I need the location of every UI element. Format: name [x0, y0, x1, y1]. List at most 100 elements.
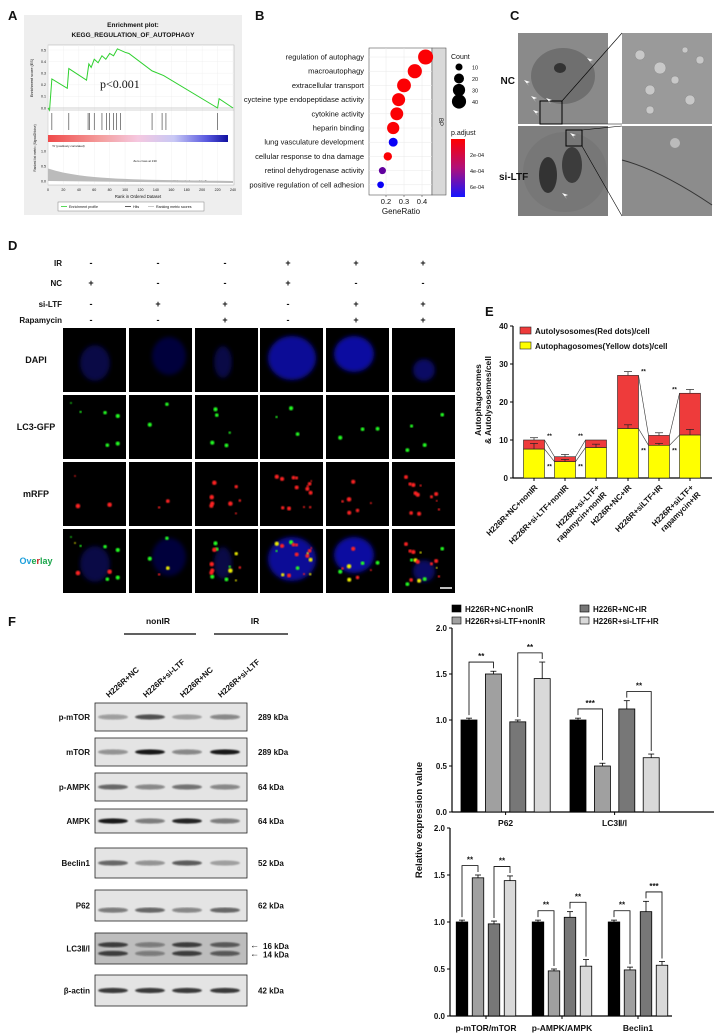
tem-nucleolus — [554, 63, 566, 73]
significance-bracket — [537, 910, 555, 966]
lane-label: H226R+NC — [104, 665, 141, 699]
micrograph-lc3-gfp — [63, 395, 126, 459]
rfp-puncta — [341, 500, 344, 503]
rfp-puncta — [107, 569, 112, 575]
panel-label-d: D — [8, 238, 17, 253]
image-background — [195, 395, 258, 459]
y-tick-label: 0.5 — [434, 965, 446, 974]
condition-value: + — [222, 299, 227, 309]
protein-band — [98, 907, 128, 913]
blot-membrane — [94, 932, 248, 965]
gfp-puncta — [105, 577, 110, 581]
protein-band — [172, 907, 202, 913]
autophagic-vacuole — [681, 46, 689, 54]
y-tick-label: 1.0 — [434, 918, 446, 927]
gfp-puncta — [103, 410, 107, 415]
rfp-puncta — [369, 502, 372, 505]
bar — [484, 673, 502, 813]
condition-value: - — [422, 278, 425, 288]
condition-label: Rapamycin — [19, 316, 62, 325]
x-tick-label: 60 — [92, 188, 96, 192]
category-label: macroautophagy — [308, 67, 364, 76]
rfp-puncta — [434, 492, 439, 496]
y-tick-label: 40 — [499, 322, 508, 331]
y-tick-label: 0.5 — [436, 762, 448, 771]
condition-value: - — [224, 258, 227, 268]
gfp-puncta — [409, 424, 414, 428]
rank-color-bar — [48, 135, 228, 142]
gsea-title-line1: Enrichment plot: — [107, 22, 159, 29]
y-tick-label: 1.0 — [436, 716, 448, 725]
rfp-puncta — [228, 501, 233, 506]
zoom-box — [565, 129, 583, 147]
micrograph-lc3-gfp — [260, 395, 323, 459]
zoom-line — [581, 145, 623, 217]
arrow-icon — [587, 58, 593, 64]
rfp-puncta — [74, 542, 76, 544]
gfp-puncta — [440, 546, 445, 551]
condition-value: - — [90, 258, 93, 268]
y-axis-label: & Autolysosomes/cell — [483, 356, 493, 444]
rfp-puncta — [404, 475, 408, 479]
condition-value: - — [157, 315, 160, 325]
panel-label-c: C — [510, 8, 520, 23]
category-label: lung vasculature development — [264, 138, 365, 147]
rfp-puncta — [209, 561, 215, 567]
metric-y-tick: 1.0 — [41, 149, 46, 153]
rfp-puncta — [404, 542, 408, 546]
gfp-puncta — [405, 582, 410, 587]
condition-value: - — [90, 299, 93, 309]
overlay-label-segment: r — [37, 556, 41, 566]
bar-autophagosomes — [585, 447, 607, 479]
significance-label: ** — [641, 448, 646, 454]
gfp-puncta — [165, 402, 169, 406]
x-tick-label: 200 — [199, 188, 205, 192]
rfp-puncta — [306, 552, 309, 555]
gsea-title-line2: KEGG_REGULATION_OF_AUTOPHAGY — [72, 32, 196, 39]
rfp-puncta — [310, 480, 313, 482]
y-tick-label: 30 — [499, 360, 508, 369]
legend-label: H226R+si-LTF+nonIR — [465, 617, 546, 626]
rfp-puncta — [308, 490, 313, 495]
gsea-plot-area — [47, 44, 235, 186]
gfp-puncta — [105, 443, 110, 447]
y-tick-label: 0.2 — [41, 83, 46, 87]
overlay-label-segment: Ov — [19, 556, 31, 566]
bar-autophagosomes — [523, 448, 545, 479]
bar-autophagosomes — [617, 428, 639, 479]
y-tick-label: 0 — [504, 474, 509, 483]
puncta-stacked-bar-chart: 0 10 20 30 40 Autophagosomes & Autolysosomes/c… — [473, 322, 712, 546]
rfp-puncta — [281, 506, 285, 510]
rfp-puncta — [411, 482, 416, 488]
image-background — [326, 395, 389, 459]
tem-nucleus — [562, 147, 582, 183]
gfp-puncta — [338, 435, 343, 440]
protein-band — [135, 860, 165, 866]
gfp-puncta — [213, 407, 218, 412]
y-axis-label: Relative expression value — [414, 762, 425, 878]
legend-swatch — [579, 604, 590, 613]
bar — [487, 923, 501, 1017]
count-legend-label: 20 — [472, 77, 478, 83]
x-tick-label: 40 — [77, 188, 81, 192]
trend-line — [669, 393, 680, 436]
molecular-weight-label: 64 kDa — [258, 817, 284, 826]
arrow-icon — [533, 110, 539, 116]
category-label: cellular response to dna damage — [255, 152, 364, 161]
rfp-puncta — [74, 475, 76, 477]
protein-label: p-AMPK — [59, 783, 90, 792]
x-tick-label: 0.4 — [417, 197, 427, 206]
significance-label: ** — [467, 856, 474, 865]
channel-label: LC3-GFP — [17, 422, 56, 432]
significance-label: ** — [499, 857, 506, 866]
significance-bracket — [613, 910, 631, 965]
metric-y-tick: 0.0 — [41, 179, 46, 183]
x-category-label: LC3Ⅱ/Ⅰ — [602, 818, 627, 828]
legend-label: Ranking metric scores — [156, 205, 192, 209]
significance-bracket — [493, 866, 511, 919]
arrow-icon: ← — [250, 940, 259, 950]
molecular-weight-label: 16 kDa — [263, 942, 289, 951]
trend-line — [669, 434, 680, 446]
blot-row: Beclin1 52 kDa — [62, 847, 284, 879]
